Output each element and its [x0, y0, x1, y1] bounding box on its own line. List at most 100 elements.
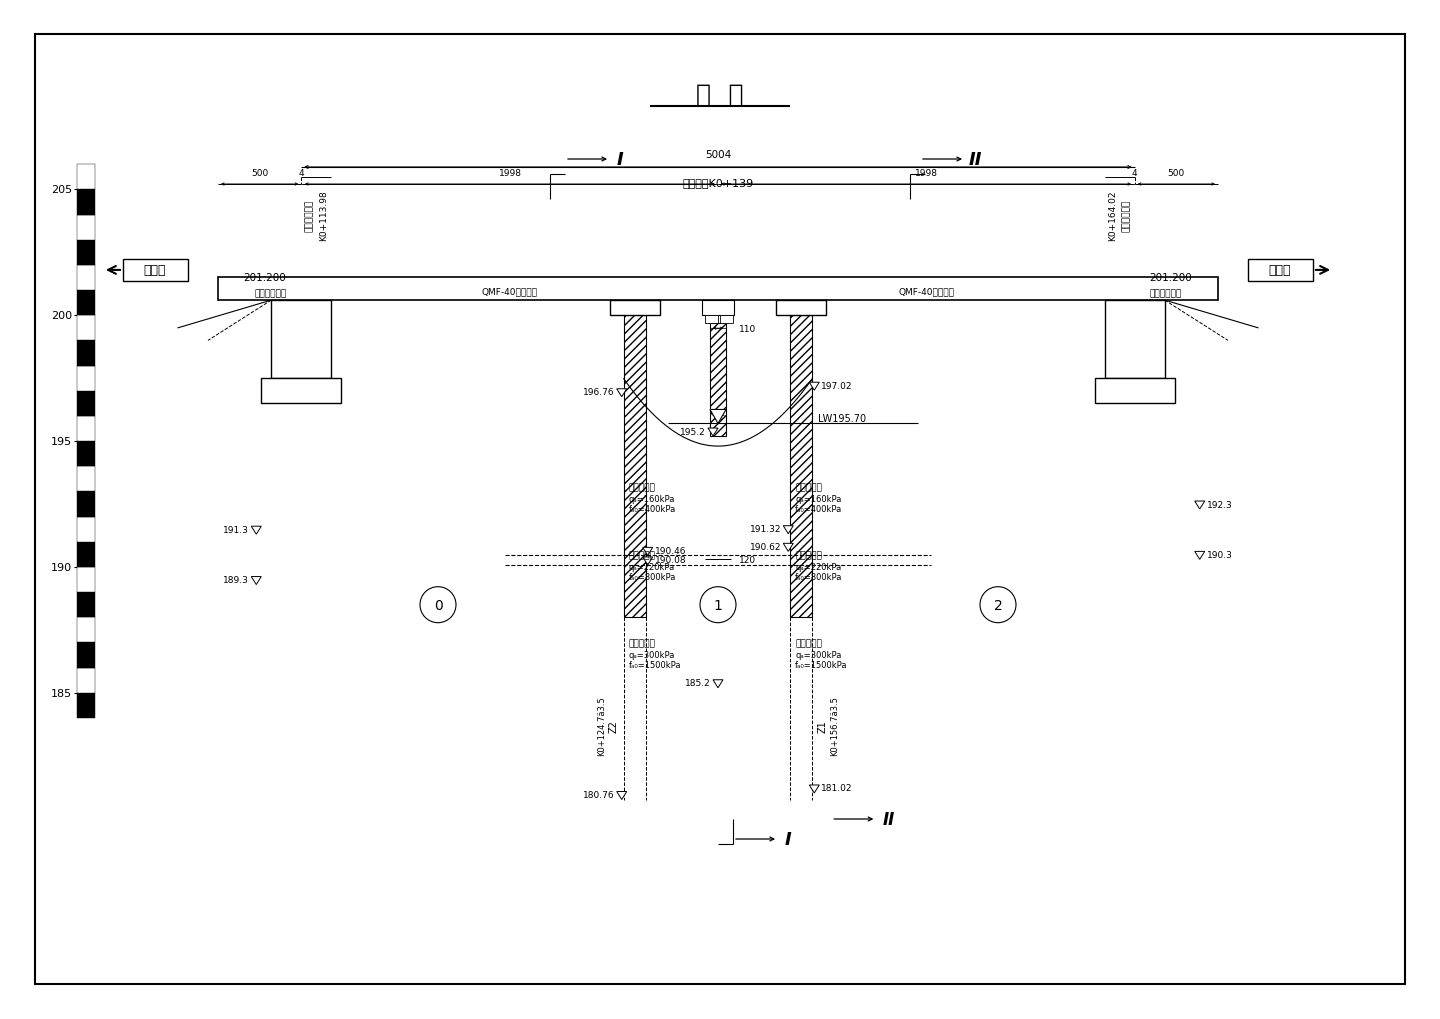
Text: fₐ₀=400kPa: fₐ₀=400kPa: [795, 504, 842, 514]
Bar: [720, 316, 733, 324]
Polygon shape: [809, 786, 819, 793]
Text: qₐ=300kPa: qₐ=300kPa: [629, 650, 675, 659]
Bar: [76, 643, 95, 668]
Text: 桥梁终点桓号: 桥梁终点桓号: [1122, 199, 1132, 231]
Text: 中心框号K0+139: 中心框号K0+139: [683, 178, 753, 187]
Polygon shape: [251, 577, 261, 585]
Text: 196.76: 196.76: [583, 388, 615, 396]
Bar: [76, 542, 95, 568]
Text: 4: 4: [298, 169, 304, 178]
Text: 195.2: 195.2: [680, 427, 706, 436]
Text: 含漂石卵石: 含漂石卵石: [795, 482, 822, 491]
Text: 2: 2: [994, 598, 1002, 612]
Text: 189.3: 189.3: [223, 576, 249, 585]
Bar: [703, 301, 734, 316]
Text: 500: 500: [251, 169, 268, 178]
Bar: [217, 278, 1218, 301]
Text: 205: 205: [50, 185, 72, 196]
Bar: [76, 341, 95, 366]
Text: 191.3: 191.3: [223, 525, 249, 534]
Text: fₐ₀=1500kPa: fₐ₀=1500kPa: [629, 660, 681, 669]
Text: qₐ=220kPa: qₐ=220kPa: [795, 562, 841, 572]
Bar: [76, 240, 95, 266]
Text: LW195.70: LW195.70: [818, 414, 865, 424]
Text: 中风化砂岩: 中风化砂岩: [795, 638, 822, 647]
Polygon shape: [251, 527, 261, 535]
Bar: [76, 441, 95, 467]
Text: 立  面: 立 面: [697, 83, 743, 107]
Bar: [776, 301, 827, 316]
Polygon shape: [708, 429, 719, 436]
Circle shape: [700, 587, 736, 623]
Polygon shape: [642, 557, 652, 566]
Bar: [791, 316, 812, 618]
Text: II: II: [968, 151, 982, 169]
Bar: [76, 316, 95, 341]
Text: QMF-40型伸缩缝: QMF-40型伸缩缝: [899, 287, 955, 297]
Text: Z1: Z1: [818, 719, 827, 733]
Bar: [76, 517, 95, 542]
Text: 190.3: 190.3: [1207, 550, 1233, 559]
Text: 强风化砂岩: 强风化砂岩: [629, 550, 655, 559]
Bar: [76, 366, 95, 391]
Bar: [706, 316, 719, 324]
Text: 181.02: 181.02: [821, 784, 852, 793]
Bar: [609, 301, 660, 316]
Text: 含漂石卵石: 含漂石卵石: [629, 482, 655, 491]
Polygon shape: [1195, 552, 1205, 559]
Bar: [76, 215, 95, 240]
Text: K0+113.98: K0+113.98: [318, 190, 328, 240]
Text: 1998: 1998: [498, 169, 521, 178]
Text: K0+124.7ä3.5: K0+124.7ä3.5: [598, 696, 606, 756]
Text: 110: 110: [739, 324, 756, 333]
Bar: [1094, 379, 1175, 404]
Text: 堰下村: 堰下村: [1269, 264, 1292, 277]
Bar: [76, 592, 95, 618]
Polygon shape: [616, 792, 626, 800]
Bar: [76, 417, 95, 441]
Text: 190.08: 190.08: [655, 556, 687, 565]
Text: 桥梁起点桓号: 桥梁起点桓号: [305, 199, 314, 231]
Bar: [624, 316, 645, 618]
Bar: [76, 618, 95, 643]
Polygon shape: [783, 544, 793, 551]
Text: qₐ=220kPa: qₐ=220kPa: [629, 562, 675, 572]
Text: 180.76: 180.76: [583, 791, 615, 799]
Text: 195: 195: [50, 436, 72, 446]
Polygon shape: [783, 526, 793, 534]
Text: 197.02: 197.02: [821, 381, 852, 390]
Text: fₐ₀=1500kPa: fₐ₀=1500kPa: [795, 660, 848, 669]
Polygon shape: [1195, 501, 1205, 510]
Polygon shape: [809, 383, 819, 391]
Bar: [76, 165, 95, 191]
Polygon shape: [616, 389, 626, 397]
Polygon shape: [710, 410, 726, 424]
Text: 路基设计高程: 路基设计高程: [1149, 289, 1182, 299]
Text: 120: 120: [739, 555, 756, 565]
Bar: [1248, 260, 1313, 281]
Text: 185: 185: [50, 688, 72, 698]
Text: qₐ=300kPa: qₐ=300kPa: [795, 650, 841, 659]
Text: 190.46: 190.46: [655, 546, 687, 555]
Text: 柳四线: 柳四线: [144, 264, 166, 277]
Bar: [76, 568, 95, 592]
Circle shape: [981, 587, 1017, 623]
Bar: [122, 260, 189, 281]
Text: 1: 1: [714, 598, 723, 612]
Text: 201.200: 201.200: [243, 273, 287, 282]
Text: K0+156.7ä3.5: K0+156.7ä3.5: [829, 696, 838, 756]
Bar: [271, 301, 331, 379]
Text: qₐ=160kPa: qₐ=160kPa: [629, 494, 675, 503]
Text: 191.32: 191.32: [750, 525, 782, 534]
Text: I: I: [616, 151, 624, 169]
Text: 强风化砂岩: 强风化砂岩: [795, 550, 822, 559]
Bar: [1104, 301, 1165, 379]
Text: qₐ=160kPa: qₐ=160kPa: [795, 494, 841, 503]
Text: 路基设计高程: 路基设计高程: [253, 289, 287, 299]
Circle shape: [420, 587, 456, 623]
Bar: [76, 290, 95, 316]
Bar: [76, 693, 95, 718]
Text: QMF-40型伸缩缝: QMF-40型伸缩缝: [482, 287, 539, 297]
Polygon shape: [713, 680, 723, 688]
Text: fₐ₀=800kPa: fₐ₀=800kPa: [795, 573, 842, 581]
